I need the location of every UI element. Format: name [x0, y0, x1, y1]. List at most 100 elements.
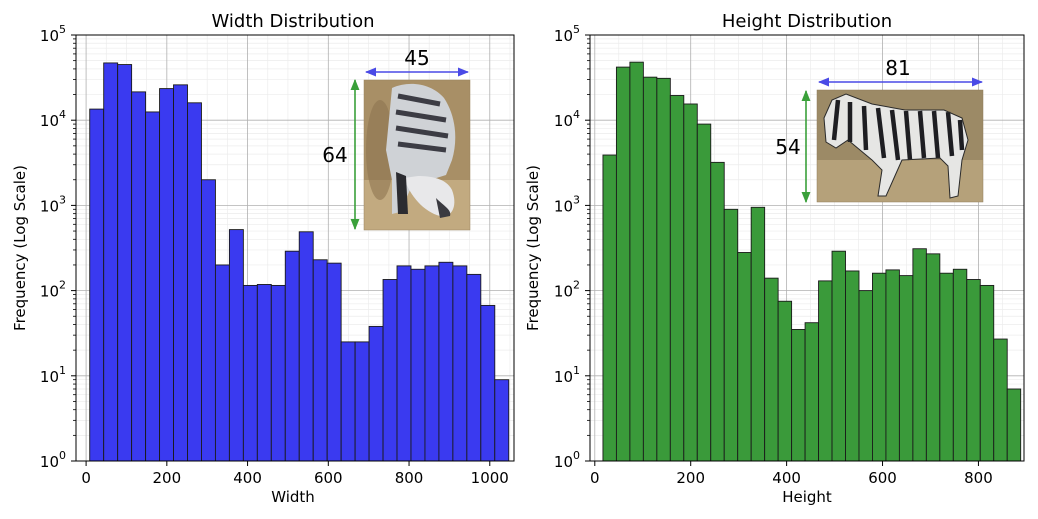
- x-tick-label: 200: [676, 469, 705, 487]
- plot-frame: [75, 34, 515, 462]
- histogram-bar: [284, 250, 300, 462]
- histogram-bar: [656, 77, 671, 462]
- x-tick-label: 200: [153, 469, 182, 487]
- bars: [602, 61, 1022, 462]
- histogram-bar: [242, 284, 258, 462]
- histogram-bar: [117, 64, 133, 462]
- histogram-bar: [615, 66, 631, 462]
- histogram-bar: [298, 231, 314, 462]
- inset-zebra-image: [816, 89, 984, 203]
- inset-zebra-image: [363, 79, 471, 231]
- histogram-bar: [214, 264, 230, 462]
- histogram-bar: [818, 280, 833, 462]
- y-axis-label: Frequency (Log Scale): [524, 165, 542, 331]
- histogram-bar: [340, 341, 356, 462]
- histogram-bar: [103, 62, 119, 462]
- histogram-bar: [131, 91, 147, 462]
- y-axis-label: Frequency (Log Scale): [11, 165, 29, 331]
- histogram-bar: [993, 338, 1008, 462]
- histogram-bar: [466, 273, 482, 462]
- y-tick-label: 102: [40, 279, 66, 301]
- y-ticks: 100 101 102 103 104 105: [40, 23, 76, 471]
- histogram-bar: [764, 277, 779, 462]
- plot-frame: [589, 34, 1025, 462]
- histogram-bar: [804, 322, 820, 462]
- histogram-bar: [683, 103, 698, 462]
- histogram-bar: [187, 102, 202, 462]
- histogram-bar: [438, 261, 454, 462]
- histogram-bar: [480, 304, 496, 462]
- histogram-bar: [256, 284, 272, 462]
- x-ticks: 0 200 400 600 800 1000: [81, 461, 509, 487]
- histogram-bar: [312, 259, 328, 462]
- y-tick-label: 102: [554, 279, 580, 301]
- histogram-bar: [270, 284, 286, 462]
- x-tick-label: 600: [314, 469, 343, 487]
- x-tick-label: 0: [590, 469, 600, 487]
- histogram-bar: [602, 154, 617, 462]
- x-tick-label: 600: [868, 469, 897, 487]
- y-tick-label: 105: [40, 23, 66, 45]
- histogram-bar: [228, 229, 244, 462]
- histogram-bar: [173, 84, 188, 462]
- histogram-bar: [696, 123, 712, 462]
- height-distribution-chart: 0 200 400 600 800 100 101 102 103 104 105 Height …: [524, 11, 1025, 506]
- histogram-bar: [368, 325, 384, 462]
- histogram-bar: [159, 88, 174, 462]
- width-distribution-chart: 0 200 400 600 800 1000 100 101 102 103 104 105 Wid…: [11, 11, 515, 506]
- y-tick-label: 100: [40, 449, 66, 471]
- histogram-bar: [831, 250, 846, 462]
- histogram-bar: [629, 61, 644, 462]
- x-tick-label: 400: [772, 469, 801, 487]
- histogram-bar: [750, 206, 766, 462]
- y-tick-label: 101: [40, 364, 66, 386]
- histogram-bar: [723, 208, 739, 462]
- x-tick-label: 400: [233, 469, 262, 487]
- x-tick-label: 800: [395, 469, 424, 487]
- histogram-bar: [939, 272, 954, 462]
- histogram-bar: [885, 269, 900, 462]
- y-tick-label: 103: [40, 193, 66, 215]
- inset-width-label: 45: [404, 46, 429, 70]
- histogram-bar: [1006, 388, 1022, 462]
- bars: [89, 62, 510, 462]
- histogram-bar: [710, 161, 725, 462]
- inset-height-label: 54: [775, 135, 800, 159]
- chart-title: Height Distribution: [722, 11, 892, 32]
- histogram-bar: [858, 290, 873, 462]
- x-axis-label: Height: [782, 488, 832, 506]
- histogram-bar: [791, 328, 806, 462]
- histogram-bar: [737, 252, 752, 462]
- histogram-bar: [201, 179, 216, 462]
- histogram-bar: [777, 300, 793, 462]
- histogram-bar: [845, 270, 860, 462]
- y-tick-label: 104: [554, 108, 580, 130]
- histogram-bar: [494, 379, 510, 462]
- histogram-bar: [966, 279, 981, 462]
- histogram-bar: [872, 272, 887, 462]
- histogram-bar: [452, 265, 468, 462]
- y-tick-label: 104: [40, 108, 66, 130]
- y-tick-label: 100: [554, 449, 580, 471]
- x-tick-label: 0: [81, 469, 91, 487]
- y-tick-label: 103: [554, 193, 580, 215]
- histogram-bar: [354, 341, 370, 462]
- y-tick-label: 105: [554, 23, 580, 45]
- histogram-bar: [952, 268, 968, 462]
- histogram-bar: [669, 95, 685, 462]
- y-ticks: 100 101 102 103 104 105: [554, 23, 590, 471]
- histogram-bar: [89, 108, 105, 462]
- x-tick-label: 800: [964, 469, 993, 487]
- histogram-bar: [410, 268, 426, 462]
- inset-height-label: 64: [322, 143, 347, 167]
- histogram-bar: [424, 265, 440, 462]
- histogram-bar: [912, 248, 927, 462]
- histogram-bar: [326, 262, 342, 462]
- histogram-bar: [382, 279, 398, 462]
- x-axis-label: Width: [271, 488, 315, 506]
- chart-title: Width Distribution: [211, 11, 374, 32]
- histogram-bar: [396, 265, 412, 462]
- x-tick-label: 1000: [471, 469, 509, 487]
- inset-width-label: 81: [885, 56, 910, 80]
